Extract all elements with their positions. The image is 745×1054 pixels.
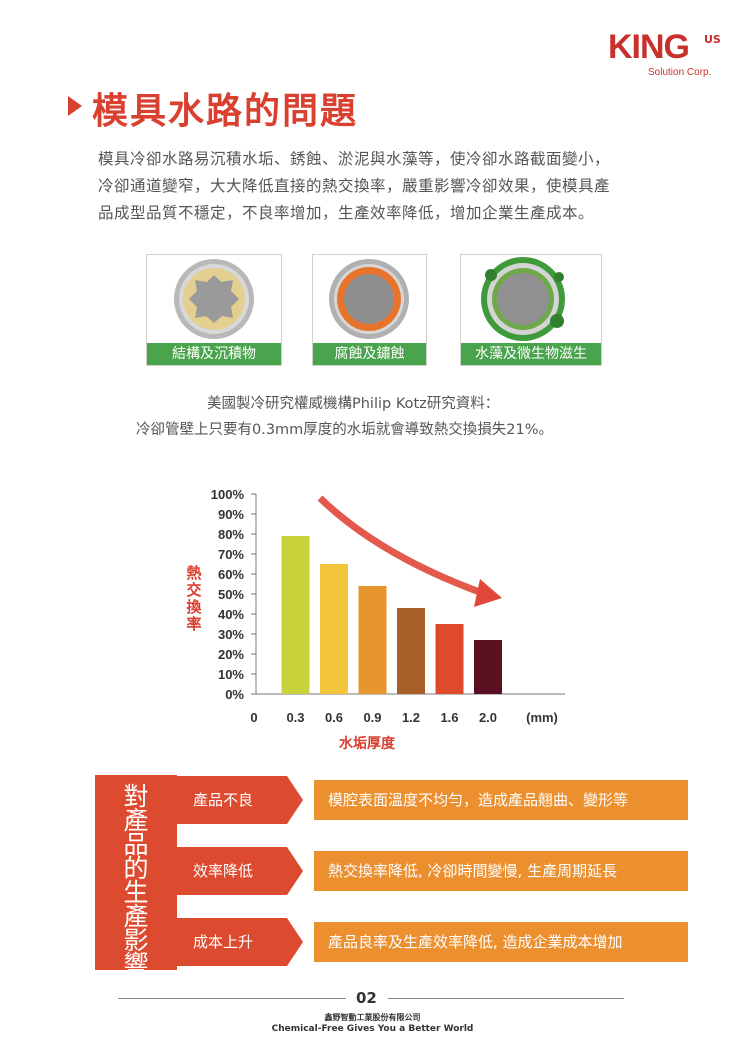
chart-x-tick-label: 1.6: [440, 710, 458, 725]
chart-x-tick-label: 1.2: [402, 710, 420, 725]
chart-bar: [435, 624, 464, 694]
impact-description-efficiency: 熱交換率降低, 冷卻時間變慢, 生產周期延長: [314, 851, 688, 891]
trend-arrowhead-icon: [474, 579, 502, 607]
company-logo: KING US Solution Corp.: [608, 28, 721, 80]
chart-bar: [281, 536, 310, 694]
pipe-image-sediment: 結構及沉積物: [146, 254, 282, 366]
chart-y-tick-label: 50%: [218, 587, 244, 602]
chart-y-tick-label: 100%: [211, 487, 245, 502]
heat-exchange-chart: 0% 10% 20% 30% 40% 50% 60% 70% 80% 90% 100% 0 0.3 0.6…: [180, 486, 580, 756]
chart-bar: [474, 640, 502, 694]
chart-bar: [397, 608, 425, 694]
title-arrow-icon: [68, 96, 82, 116]
impact-category-defect: 產品不良: [177, 776, 287, 824]
chart-y-tick-label: 10%: [218, 667, 244, 682]
pipe-label-algae: 水藻及微生物滋生: [461, 343, 601, 365]
chart-y-tick-label: 70%: [218, 547, 244, 562]
chart-y-tick-label: 30%: [218, 627, 244, 642]
intro-line-2: 冷卻通道變窄，大大降低直接的熱交換率，嚴重影響冷卻效果，使模具產: [98, 177, 611, 195]
intro-line-3: 品成型品質不穩定，不良率增加，生產效率降低，增加企業生產成本。: [98, 204, 595, 222]
pipe-sediment-icon: [174, 259, 254, 339]
logo-subtitle: Solution Corp.: [648, 67, 712, 78]
footer-company: 鑫野智動工業股份有限公司: [324, 1013, 421, 1022]
pipe-image-corrosion: 腐蝕及鏽蝕: [312, 254, 427, 366]
chart-x-unit: (mm): [526, 710, 558, 725]
pipe-label-sediment: 結構及沉積物: [147, 343, 281, 365]
impact-description-cost: 產品良率及生產效率降低, 造成企業成本增加: [314, 922, 688, 962]
footer-divider-left: [118, 998, 346, 999]
research-note-line-2: 冷卻管壁上只要有0.3mm厚度的水垢就會導致熱交換損失21%。: [136, 422, 554, 438]
footer-slogan: Chemical-Free Gives You a Better World: [271, 1024, 474, 1034]
footer-divider-right: [388, 998, 624, 999]
logo-wordmark: KING: [608, 28, 690, 66]
pipe-image-algae: 水藻及微生物滋生: [460, 254, 602, 366]
chart-y-tick-label: 80%: [218, 527, 244, 542]
chart-x-tick-label: 0.3: [286, 710, 304, 725]
impact-heading: 對產品的生產影響: [123, 782, 149, 979]
page-title: 模具水路的問題: [92, 91, 359, 132]
pipe-corrosion-icon: [329, 259, 409, 339]
chart-bar: [320, 564, 348, 694]
impact-heading-block: 對產品的生產影響: [95, 775, 177, 977]
impact-arrow-icon: [287, 847, 303, 895]
chart-y-tick-label: 90%: [218, 507, 244, 522]
impact-arrow-icon: [287, 776, 303, 824]
impact-arrow-icon: [287, 918, 303, 966]
logo-suffix: US: [704, 33, 721, 46]
intro-line-1: 模具冷卻水路易沉積水垢、銹蝕、淤泥與水藻等，使冷卻水路截面變小，: [98, 150, 611, 168]
pipe-algae-icon: [481, 257, 565, 341]
chart-x-tick-label: 0.9: [363, 710, 381, 725]
chart-bar: [358, 586, 387, 694]
impact-description-defect: 模腔表面溫度不均勻，造成產品翹曲、變形等: [314, 780, 688, 820]
chart-y-tick-label: 20%: [218, 647, 244, 662]
impact-category-cost: 成本上升: [177, 918, 287, 966]
chart-canvas: 0% 10% 20% 30% 40% 50% 60% 70% 80% 90% 100% 0 0.3 0.6…: [186, 487, 565, 752]
chart-x-tick-label: 2.0: [479, 710, 497, 725]
chart-xlabel: 水垢厚度: [339, 735, 396, 752]
chart-y-tick-label: 40%: [218, 607, 244, 622]
chart-ylabel: 熱交換率: [186, 564, 202, 633]
chart-x-tick-label: 0.6: [325, 710, 343, 725]
chart-y-tick-label: 0%: [225, 687, 244, 702]
impact-category-efficiency: 效率降低: [177, 847, 287, 895]
pipe-label-corrosion: 腐蝕及鏽蝕: [313, 343, 426, 365]
research-note-line-1: 美國製冷研究權威機構Philip Kotz研究資料：: [207, 396, 500, 412]
page-number: 02: [356, 989, 377, 1007]
chart-x-tick-label: 0: [250, 710, 257, 725]
chart-y-tick-label: 60%: [218, 567, 244, 582]
trend-arrow-icon: [317, 495, 487, 598]
